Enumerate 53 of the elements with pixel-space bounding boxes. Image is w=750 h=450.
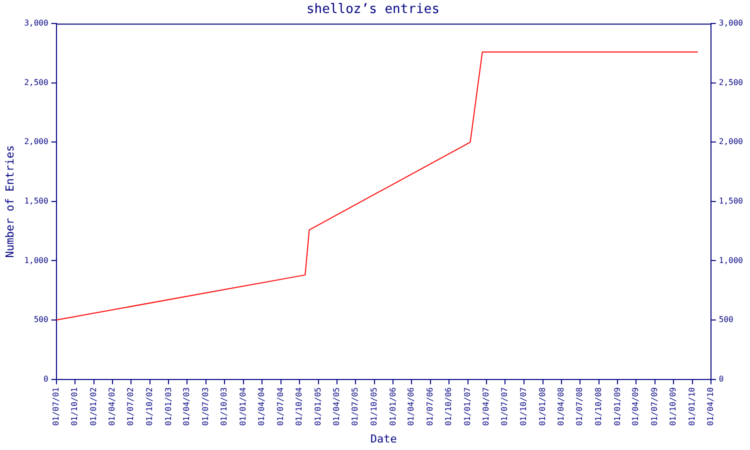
x-tick-label: 01/04/02 — [107, 387, 116, 426]
y-axis-title: Number of Entries — [3, 145, 16, 258]
chart-title: shelloz’s entries — [306, 2, 440, 18]
y2-tick-label: 0 — [718, 374, 724, 384]
y2-tick-label: 500 — [718, 315, 734, 324]
x-tick-label: 01/01/03 — [164, 387, 173, 426]
y-tick-label: 3,000 — [24, 18, 48, 28]
x-tick-label: 01/04/04 — [257, 387, 266, 426]
y-tick-label: 2,000 — [24, 137, 48, 146]
x-tick-label: 01/10/04 — [294, 387, 304, 426]
x-tick-label: 01/04/08 — [556, 387, 566, 426]
x-tick-label: 01/01/06 — [388, 387, 398, 426]
x-tick-label: 01/07/08 — [575, 387, 584, 426]
x-tick-label: 01/07/09 — [650, 387, 659, 426]
x-tick-label: 01/04/05 — [332, 387, 341, 426]
x-tick-label: 01/07/06 — [425, 387, 434, 426]
y-tick-label: 500 — [34, 315, 48, 324]
x-tick-label: 01/10/08 — [594, 387, 603, 426]
x-tick-label: 01/01/02 — [89, 387, 98, 426]
y2-tick-label: 1,000 — [718, 256, 744, 265]
y2-tick-label: 2,000 — [718, 137, 744, 146]
x-tick-label: 01/04/06 — [406, 387, 416, 426]
x-tick-label: 01/07/04 — [276, 387, 285, 426]
x-tick-label: 01/01/05 — [314, 387, 323, 426]
x-tick-label: 01/10/09 — [668, 387, 678, 426]
x-tick-label: 01/04/07 — [482, 387, 491, 426]
y-tick-label: 1,500 — [24, 196, 48, 206]
x-tick-label: 01/01/08 — [538, 387, 547, 426]
x-tick-label: 01/10/06 — [444, 387, 454, 426]
x-tick-label: 01/07/05 — [350, 387, 360, 426]
x-tick-label: 01/07/01 — [51, 387, 60, 426]
x-tick-label: 01/01/07 — [463, 387, 472, 426]
x-tick-label: 01/01/10 — [688, 387, 697, 426]
y-tick-label: 1,000 — [24, 256, 48, 265]
x-tick-label: 01/10/05 — [369, 387, 378, 426]
y-tick-label: 2,500 — [24, 78, 48, 87]
x-tick-label: 01/10/07 — [518, 387, 528, 426]
x-tick-label: 01/04/03 — [182, 387, 192, 426]
x-tick-label: 01/10/02 — [144, 387, 154, 426]
y2-tick-label: 1,500 — [718, 196, 744, 206]
x-tick-label: 01/04/10 — [706, 387, 715, 426]
x-tick-label: 01/07/03 — [200, 387, 210, 426]
y-tick-label: 0 — [43, 374, 48, 384]
y2-tick-label: 3,000 — [718, 18, 744, 28]
x-tick-label: 01/01/04 — [238, 387, 248, 426]
x-tick-label: 01/10/03 — [220, 387, 229, 426]
x-tick-label: 01/07/02 — [126, 387, 136, 426]
x-tick-label: 01/04/09 — [631, 387, 640, 426]
x-axis-title: Date — [370, 432, 397, 446]
x-tick-label: 01/10/01 — [70, 387, 80, 426]
x-tick-label: 01/07/07 — [500, 387, 510, 426]
x-tick-label: 01/01/09 — [612, 387, 622, 426]
y2-tick-label: 2,500 — [718, 78, 744, 87]
